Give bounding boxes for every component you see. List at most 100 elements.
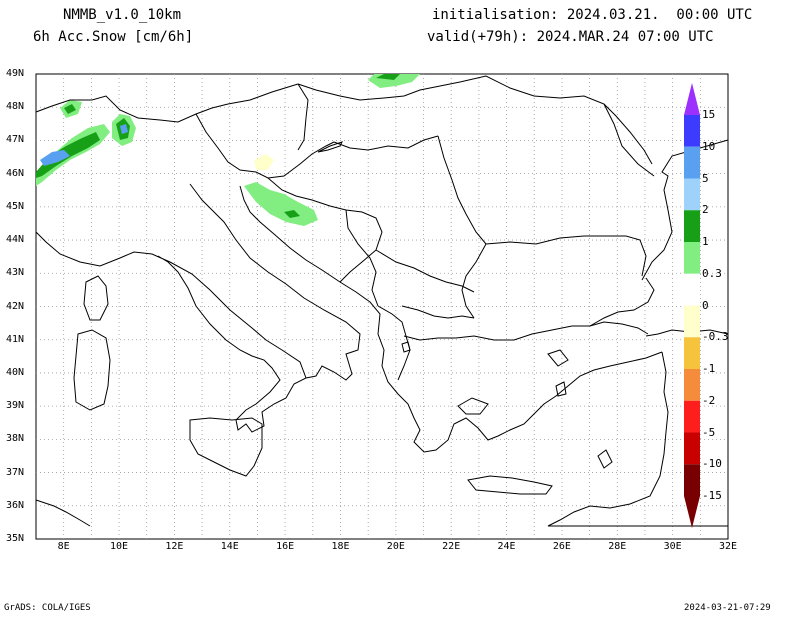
border-serbia-bosnia [345, 209, 379, 307]
field-title: 6h Acc.Snow [cm/6h] [33, 29, 194, 45]
lon-label: 24E [497, 541, 516, 552]
border-macedonia [401, 305, 475, 319]
lon-label: 26E [552, 541, 571, 552]
border-bosnia [267, 177, 383, 283]
border-bulgaria-serbia [461, 243, 487, 319]
colorbar-label: 1 [702, 235, 709, 248]
lat-label: 45N [6, 200, 25, 212]
valid-time: valid(+79h): 2024.MAR.24 07:00 UTC [427, 29, 714, 45]
bosphorus-coast [645, 329, 729, 337]
lat-label: 49N [6, 68, 25, 79]
colorbar [684, 83, 700, 528]
turkey-coast [547, 351, 728, 527]
colorbar-swatch [684, 146, 700, 179]
colorbar-label: -10 [702, 457, 722, 471]
snow-slovenia [254, 154, 274, 170]
snow-alps-west-mid-core [64, 104, 76, 114]
colorbar-top-arrow [684, 83, 700, 115]
lat-label: 41N [6, 333, 25, 345]
colorbar-swatch [684, 178, 700, 211]
colorbar-label: 10 [702, 139, 716, 153]
colorbar-label: -15 [702, 489, 722, 502]
colorbar-swatch [684, 464, 700, 496]
snow-dinaric [244, 182, 318, 226]
snow-field [36, 74, 420, 226]
lakes [317, 141, 411, 353]
crete-coast [467, 475, 553, 495]
lon-label: 14E [220, 541, 239, 552]
colorbar-swatch [684, 305, 700, 338]
snow-alps-east-deep [120, 124, 128, 134]
corsica-coast [83, 275, 109, 321]
footer-credit: GrADS: COLA/IGES [4, 603, 91, 613]
border-slovakia-hungary [297, 83, 441, 101]
graticule [36, 74, 728, 539]
colorbar-swatch [684, 210, 700, 242]
lake-balaton [317, 141, 343, 153]
lat-label: 42N [6, 300, 25, 312]
colorbar-bottom-arrow [684, 496, 700, 528]
lat-label: 35N [6, 533, 25, 544]
colorbar-label: 2 [702, 203, 709, 217]
sicily-coast [189, 417, 263, 477]
initialisation-time: initialisation: 2024.03.21. 00:00 UTC [432, 7, 753, 23]
border-greece-north [403, 321, 649, 341]
rhodes-coast [597, 449, 613, 469]
border-austria-hungary [297, 83, 309, 151]
colorbar-label: -1 [702, 362, 716, 375]
lon-label: 32E [718, 541, 738, 552]
border-ukraine-romania [439, 75, 655, 177]
border-romania-serbia [437, 135, 487, 245]
black-sea-coast [641, 139, 729, 281]
sardinia-coast [73, 329, 111, 411]
lon-label: 16E [276, 541, 295, 552]
colorbar-swatch [684, 115, 700, 147]
footer-timestamp: 2024-03-21-07:29 [684, 603, 771, 613]
lon-label: 22E [442, 541, 461, 552]
north-africa-coast [35, 499, 91, 527]
colorbar-swatch [684, 337, 700, 369]
lat-label: 43N [6, 267, 25, 279]
border-romania-bulgaria [485, 235, 647, 277]
lon-label: 18E [331, 541, 350, 552]
lat-label: 46N [6, 167, 25, 179]
borders [35, 75, 655, 381]
border-hungary-serbia [333, 135, 439, 151]
border-alps [35, 83, 299, 123]
lat-label: 36N [6, 499, 25, 511]
lon-label: 10E [110, 541, 129, 552]
balkan-coast [239, 185, 663, 453]
snow-dinaric-core [284, 210, 300, 218]
colorbar-label: -0.3 [702, 330, 729, 344]
lat-label: 38N [6, 433, 25, 445]
lat-label: 39N [6, 400, 25, 412]
snow-carpathians-core [376, 74, 400, 80]
colorbar-label: 0 [702, 298, 709, 312]
colorbar-label: -5 [702, 425, 716, 439]
colorbar-label: 15 [702, 108, 716, 121]
italy-adriatic-coast [189, 183, 361, 381]
colorbar-swatch [684, 242, 700, 274]
colorbar-swatch [684, 400, 700, 433]
colorbar-label: 5 [702, 171, 709, 185]
lat-label: 37N [6, 466, 25, 478]
lesbos-coast [547, 349, 569, 367]
lon-label: 12E [165, 541, 184, 552]
lon-label: 28E [608, 541, 627, 552]
model-title: NMMB_v1.0_10km [63, 7, 182, 23]
lat-label: 47N [6, 134, 25, 146]
lat-label: 40N [6, 366, 25, 378]
border-bulgaria-turkey [589, 277, 655, 327]
lat-label: 48N [6, 101, 25, 113]
euboea-coast [457, 397, 489, 415]
lat-label: 44N [6, 234, 25, 246]
lon-label: 30E [663, 541, 682, 552]
lon-label: 8E [57, 541, 70, 552]
colorbar-swatch [684, 273, 700, 306]
chios-coast [555, 381, 567, 397]
snow-alps-west-deep [40, 150, 70, 166]
border-slovenia [195, 113, 335, 179]
colorbar-label: 0.3 [702, 266, 722, 280]
colorbar-swatch [684, 369, 700, 401]
